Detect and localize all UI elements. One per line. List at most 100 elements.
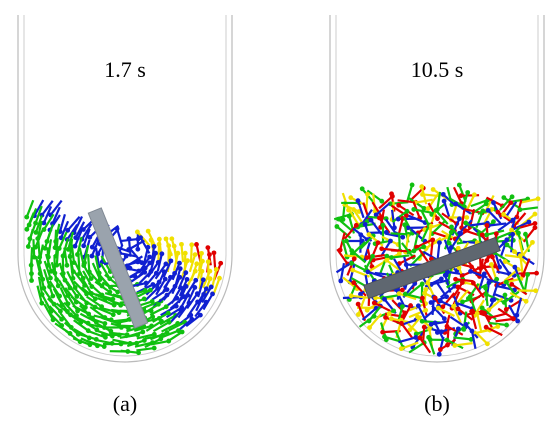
velocity-arrow: [74, 221, 86, 239]
arrow-head: [169, 236, 175, 242]
arrow-head: [396, 291, 402, 296]
velocity-arrow: [66, 270, 77, 289]
arrow-head: [408, 303, 414, 308]
velocity-arrow: [58, 213, 66, 232]
arrow-head: [147, 254, 152, 260]
arrow-head: [145, 228, 151, 234]
arrow-head: [375, 240, 381, 246]
arrow-head: [504, 279, 509, 285]
arrow-head: [411, 207, 417, 212]
arrow-head: [207, 268, 213, 274]
arrow-head: [355, 301, 361, 307]
arrow-head: [29, 278, 34, 283]
velocity-arrow: [348, 264, 356, 283]
arrow-head: [208, 284, 214, 290]
arrow-head: [186, 300, 192, 306]
velocity-arrow: [441, 292, 456, 308]
arrow-head: [421, 205, 427, 211]
velocity-arrow: [48, 311, 63, 327]
velocity-arrow: [133, 324, 152, 332]
velocity-arrow: [25, 212, 35, 230]
arrow-head: [483, 201, 489, 207]
velocity-arrow: [366, 254, 386, 259]
velocity-arrow: [488, 312, 507, 320]
velocity-arrow: [177, 318, 193, 332]
arrow-head: [523, 298, 529, 304]
velocity-arrow: [145, 320, 163, 332]
velocity-arrow: [144, 337, 162, 349]
velocity-arrow: [51, 206, 61, 225]
arrow-head: [151, 244, 157, 249]
velocity-arrow: [497, 307, 514, 320]
arrow-head: [433, 208, 439, 213]
velocity-arrow: [455, 278, 474, 283]
velocity-arrow: [150, 331, 168, 341]
velocity-arrow: [186, 292, 199, 310]
velocity-arrow: [398, 254, 416, 265]
velocity-arrow: [125, 330, 144, 339]
arrow-head: [155, 285, 161, 291]
arrow-head: [480, 208, 486, 214]
velocity-arrow: [94, 338, 113, 345]
velocity-arrow: [446, 327, 450, 346]
vessel-inner: [23, 15, 227, 357]
velocity-arrow: [201, 286, 213, 303]
velocity-arrow: [38, 270, 45, 289]
arrow-head: [355, 198, 361, 204]
arrow-head: [72, 243, 78, 249]
velocity-arrow: [66, 216, 81, 232]
velocity-arrow: [81, 262, 93, 280]
arrow-head: [509, 281, 515, 287]
arrow-head: [168, 274, 173, 280]
velocity-arrow: [70, 295, 87, 309]
velocity-arrow: [168, 321, 186, 332]
arrow-head: [380, 222, 386, 228]
velocity-arrow: [137, 270, 152, 286]
velocity-arrow: [52, 268, 60, 287]
arrow-head: [207, 252, 212, 258]
velocity-arrow: [126, 255, 143, 267]
arrow-head: [159, 251, 165, 257]
arrow-head: [510, 231, 516, 237]
arrow-head: [426, 334, 432, 340]
velocity-arrow: [150, 339, 169, 346]
arrow-head: [403, 262, 409, 268]
arrow-head: [389, 255, 394, 260]
arrow-head: [177, 260, 182, 266]
velocity-arrow: [460, 209, 466, 228]
velocity-arrow: [180, 260, 189, 279]
arrow-head: [481, 271, 487, 277]
arrow-head: [201, 291, 207, 297]
arrow-head: [101, 344, 107, 349]
velocity-arrow: [469, 222, 488, 227]
arrow-head: [334, 224, 340, 229]
velocity-arrow: [405, 293, 424, 300]
arrow-head: [455, 284, 461, 290]
arrow-head: [194, 261, 200, 267]
arrow-head: [428, 300, 434, 305]
arrow-head: [166, 243, 172, 249]
arrow-head: [74, 294, 80, 299]
velocity-arrow: [91, 262, 102, 280]
velocity-arrow: [43, 303, 55, 321]
arrow-head: [526, 219, 532, 225]
arrow-head: [178, 308, 184, 314]
velocity-arrow: [162, 260, 172, 278]
velocity-arrow: [461, 192, 469, 211]
velocity-arrow: [129, 271, 146, 284]
arrow-head: [428, 223, 434, 229]
velocity-arrow: [465, 194, 476, 212]
arrow-head: [380, 329, 386, 335]
velocity-arrow: [517, 222, 536, 230]
arrow-head: [353, 222, 359, 228]
arrow-head: [217, 275, 222, 281]
arrow-head: [134, 229, 140, 235]
arrow-head: [126, 247, 132, 252]
arrow-head: [415, 314, 421, 320]
arrow-head: [161, 269, 167, 275]
arrow-head: [194, 242, 199, 247]
velocity-arrow: [488, 297, 504, 311]
velocity-arrow: [511, 283, 528, 296]
velocity-arrow: [351, 249, 367, 264]
velocity-arrow: [197, 253, 203, 272]
